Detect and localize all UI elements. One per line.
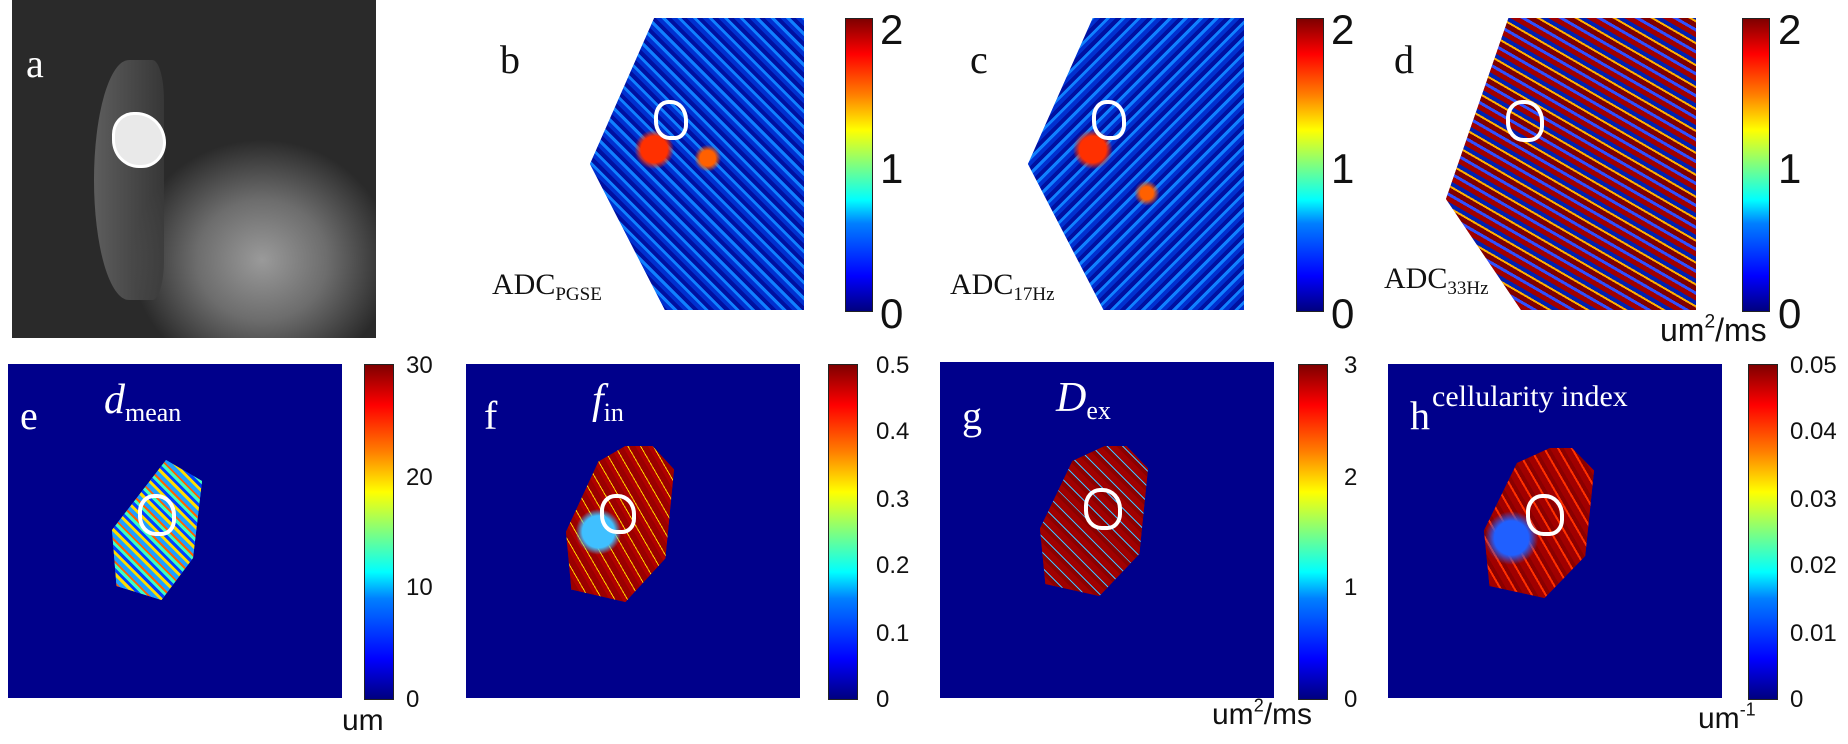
dex-map: g Dex (940, 362, 1274, 698)
roi-outline (138, 494, 176, 536)
panel-c: c ADC17Hz (940, 0, 1270, 330)
tick-adc-c-0: 0 (1331, 290, 1355, 337)
tick-ci-005: 0.05 (1790, 352, 1837, 379)
tick-dmean-0: 0 (406, 686, 420, 713)
tick-adc-b-0: 0 (880, 290, 904, 337)
tick-ci-003: 0.03 (1790, 486, 1837, 513)
tick-adc-c-1: 1 (1331, 145, 1355, 192)
tick-ci-002: 0.02 (1790, 552, 1837, 579)
colorbar-ci (1748, 364, 1778, 700)
tick-fin-01: 0.1 (876, 620, 910, 647)
colorbar-adc-c (1296, 18, 1324, 312)
colorbar-adc-d (1742, 18, 1770, 312)
adc-map-pgse (590, 18, 804, 310)
panel-letter-e: e (20, 393, 38, 438)
roi-outline (1092, 100, 1126, 140)
roi-outline (1084, 488, 1122, 530)
colorbar-adc-b (845, 18, 873, 312)
tick-dmean-30: 30 (406, 352, 433, 379)
adc-label-33hz: ADC33Hz (1384, 262, 1489, 299)
tick-fin-0: 0 (876, 686, 890, 713)
mri-image-a (12, 0, 376, 338)
tick-dex-3: 3 (1344, 352, 1358, 379)
tick-dex-1: 1 (1344, 574, 1358, 601)
tick-fin-05: 0.5 (876, 352, 910, 379)
panel-d: d ADC33Hz (1380, 0, 1710, 330)
cellularity-label: cellularity index (1432, 380, 1628, 413)
panel-letter-h: h (1410, 393, 1430, 438)
panel-letter-a: a (26, 41, 44, 86)
dex-label: Dex (1056, 375, 1111, 425)
panel-letter-b: b (500, 37, 520, 82)
tick-dex-0: 0 (1344, 686, 1358, 713)
roi-outline (654, 100, 688, 140)
adc-map-17hz (1028, 18, 1244, 310)
tick-adc-b-1: 1 (880, 145, 904, 192)
tick-ci-001: 0.01 (1790, 620, 1837, 647)
colorbar-dex (1298, 364, 1328, 700)
dmean-map: e dmean (8, 364, 342, 698)
roi-outline (600, 494, 636, 534)
panel-letter-d: d (1394, 37, 1414, 82)
adc-label-17hz: ADC17Hz (950, 268, 1055, 305)
tick-fin-03: 0.3 (876, 486, 910, 513)
tick-adc-c-2: 2 (1331, 6, 1355, 53)
tick-fin-02: 0.2 (876, 552, 910, 579)
tick-ci-004: 0.04 (1790, 418, 1837, 445)
colorbar-fin (828, 364, 858, 700)
unit-adc: um2/ms (1660, 311, 1767, 348)
tick-dmean-10: 10 (406, 574, 433, 601)
unit-ci: um-1 (1698, 699, 1756, 735)
cellularity-map: h cellularity index (1388, 364, 1722, 698)
colorbar-dmean (364, 364, 394, 700)
breast-tissue (94, 60, 164, 300)
tick-ci-0: 0 (1790, 686, 1804, 713)
roi-outline (1526, 494, 1564, 536)
unit-dex: um2/ms (1212, 695, 1313, 731)
panel-letter-g: g (962, 393, 982, 438)
dmean-label: dmean (104, 377, 182, 427)
tick-adc-d-0: 0 (1778, 290, 1802, 337)
panel-b: b ADCPGSE (470, 0, 870, 330)
tick-dex-2: 2 (1344, 464, 1358, 491)
panel-letter-c: c (970, 37, 988, 82)
roi-outline (1506, 100, 1544, 142)
fin-map: f fin (466, 364, 800, 698)
tick-adc-d-1: 1 (1778, 145, 1802, 192)
tick-fin-04: 0.4 (876, 418, 910, 445)
fin-label: fin (592, 377, 624, 427)
unit-dmean: um (342, 704, 384, 737)
tumor-roi (112, 112, 166, 168)
panel-a: a (12, 0, 376, 338)
adc-label-pgse: ADCPGSE (492, 268, 602, 305)
tick-adc-d-2: 2 (1778, 6, 1802, 53)
panel-letter-f: f (484, 393, 498, 438)
tick-adc-b-2: 2 (880, 6, 904, 53)
tick-dmean-20: 20 (406, 464, 433, 491)
